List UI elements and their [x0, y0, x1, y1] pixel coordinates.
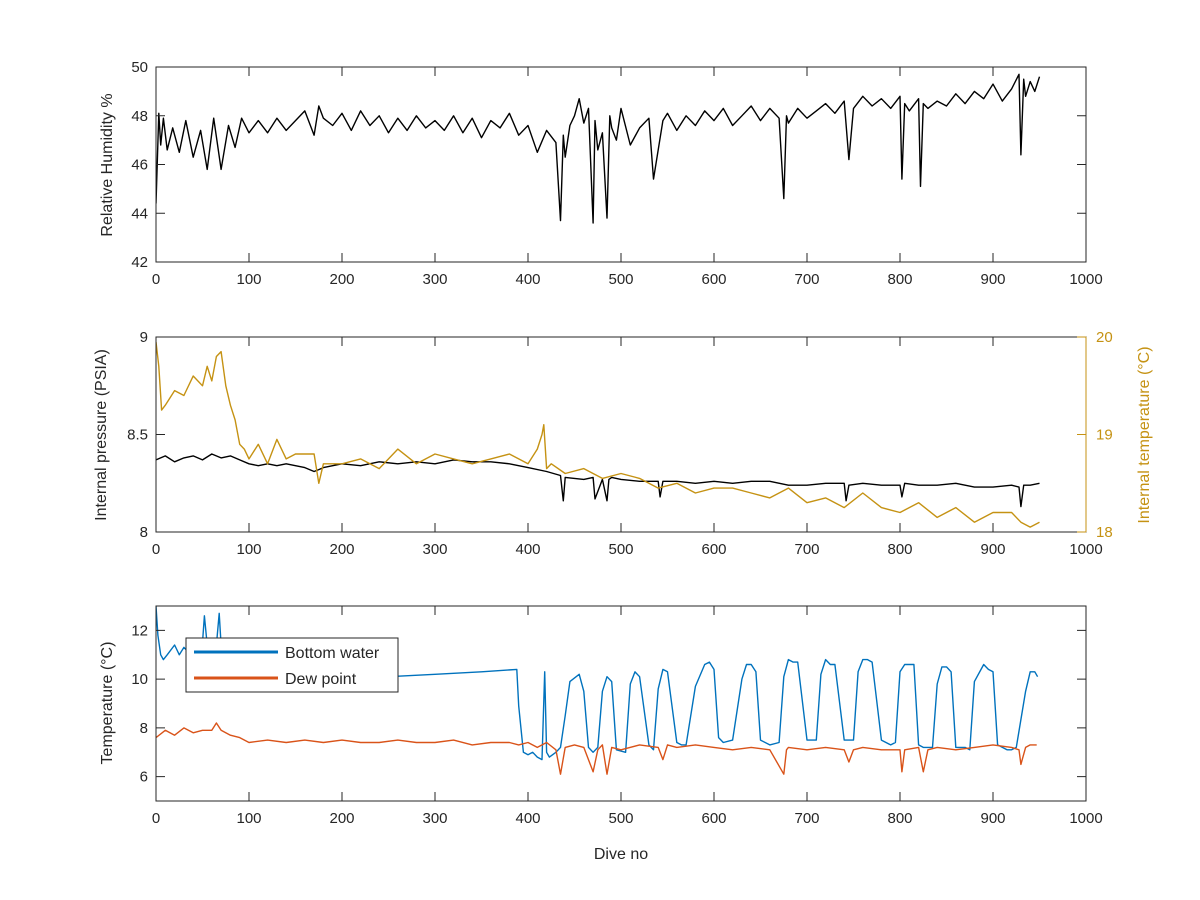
humidity-ticks: 0 100 200 300 400 500 600 700 800 900 1000 42 44 46 48…: [131, 59, 1102, 288]
pressure-temperature-ticks: 0 100 200 300 400 500 600 700 800 900 1000 8 8.5 9 18 1…: [127, 329, 1113, 558]
x-tick-label: 200: [329, 810, 354, 827]
x-tick-label: 1000: [1069, 541, 1102, 558]
x-tick-label: 400: [515, 810, 540, 827]
x-tick-label: 500: [608, 271, 633, 288]
temperature-ticks: 0 100 200 300 400 500 600 700 800 900 1000 6 8 10 12: [131, 606, 1103, 827]
y-tick-label: 9: [140, 329, 148, 346]
y-tick-label: 46: [131, 157, 148, 174]
y2-tick-label: 19: [1096, 427, 1113, 444]
x-tick-label: 1000: [1069, 271, 1102, 288]
x-tick-label: 700: [794, 541, 819, 558]
x-tick-label: 100: [236, 541, 261, 558]
y-tick-label: 50: [131, 59, 148, 76]
legend-label-bottom-water: Bottom water: [285, 645, 380, 662]
humidity-y-axis-label: Relative Humidity %: [99, 93, 116, 236]
dew-point-line: [156, 722, 1037, 775]
y-tick-label: 8: [140, 720, 148, 737]
pressure-temperature-marks: [156, 341, 1040, 528]
legend-box: [185, 637, 399, 693]
x-tick-label: 0: [152, 271, 160, 288]
y-tick-label: 44: [131, 205, 148, 222]
humidity-axes-box: [155, 66, 1087, 263]
internal-temperature-y-axis-label: Internal temperature (°C): [1136, 346, 1153, 523]
x-tick-label: 500: [608, 810, 633, 827]
y-tick-label: 8.5: [127, 427, 148, 444]
temperature-panel: 0 100 200 300 400 500 600 700 800 900 1000 6 8 10 12 T…: [99, 605, 1103, 863]
temperature-axes-box: [155, 605, 1087, 802]
x-tick-label: 0: [152, 810, 160, 827]
x-tick-label: 300: [422, 810, 447, 827]
x-tick-label: 100: [236, 810, 261, 827]
pressure-y-axis-label: Internal pressure (PSIA): [93, 349, 110, 521]
y2-tick-label: 18: [1096, 524, 1113, 541]
humidity-panel: 0 100 200 300 400 500 600 700 800 900 1000 42 44 46 48…: [99, 59, 1103, 288]
x-tick-label: 500: [608, 541, 633, 558]
x-tick-label: 900: [980, 541, 1005, 558]
x-tick-label: 600: [701, 810, 726, 827]
pressure-axes-box: [155, 336, 1087, 533]
pressure-temperature-panel: 0 100 200 300 400 500 600 700 800 900 1000 8 8.5 9 18 1…: [93, 329, 1153, 558]
x-tick-label: 200: [329, 541, 354, 558]
x-tick-label: 600: [701, 271, 726, 288]
y-tick-label: 8: [140, 524, 148, 541]
y-tick-label: 48: [131, 108, 148, 125]
y-tick-label: 12: [131, 622, 148, 639]
x-axis-label: Dive no: [594, 846, 648, 863]
x-tick-label: 300: [422, 271, 447, 288]
x-tick-label: 600: [701, 541, 726, 558]
y-tick-label: 6: [140, 769, 148, 786]
x-tick-label: 1000: [1069, 810, 1102, 827]
y2-tick-label: 20: [1096, 329, 1113, 346]
legend: Bottom water Dew point: [185, 637, 399, 693]
pressure-temperature-series-1-line: [156, 453, 1040, 508]
x-tick-label: 700: [794, 810, 819, 827]
humidity-marks: [156, 73, 1041, 224]
x-tick-label: 400: [515, 271, 540, 288]
x-tick-label: 100: [236, 271, 261, 288]
humidity-series-1-line: [156, 73, 1041, 224]
legend-label-dew-point: Dew point: [285, 671, 357, 688]
x-tick-label: 900: [980, 271, 1005, 288]
x-tick-label: 0: [152, 541, 160, 558]
y-tick-label: 10: [131, 671, 148, 688]
y-tick-label: 42: [131, 254, 148, 271]
pressure-temperature-series-2-line: [156, 341, 1040, 528]
x-tick-label: 800: [887, 541, 912, 558]
x-tick-label: 400: [515, 541, 540, 558]
x-tick-label: 700: [794, 271, 819, 288]
x-tick-label: 300: [422, 541, 447, 558]
temperature-y-axis-label: Temperature (°C): [99, 642, 116, 765]
x-tick-label: 900: [980, 810, 1005, 827]
x-tick-label: 800: [887, 810, 912, 827]
x-tick-label: 200: [329, 271, 354, 288]
x-tick-label: 800: [887, 271, 912, 288]
